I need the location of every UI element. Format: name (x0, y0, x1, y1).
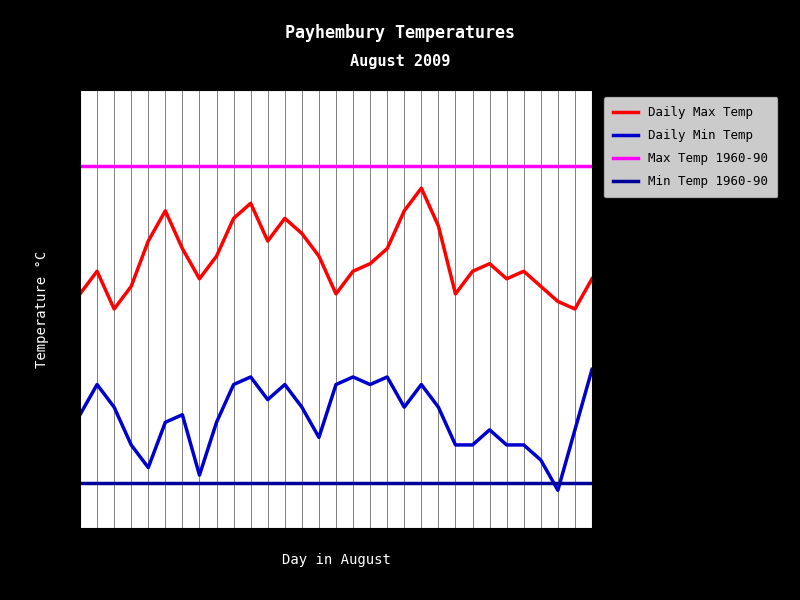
Daily Min Temp (331, 381, 341, 388)
Daily Min Temp (450, 442, 460, 449)
Y-axis label: Temperature °C: Temperature °C (35, 250, 49, 368)
Daily Min Temp (126, 442, 136, 449)
Daily Max Temp (178, 245, 187, 252)
Daily Max Temp (331, 290, 341, 298)
Daily Min Temp (75, 411, 85, 418)
Max Temp 1960-90 (58, 162, 68, 169)
Daily Min Temp (348, 373, 358, 380)
Daily Max Temp (417, 185, 426, 192)
Daily Max Temp (297, 230, 306, 237)
Daily Max Temp (485, 260, 494, 267)
Daily Min Temp (92, 381, 102, 388)
Daily Min Temp (536, 457, 546, 464)
Daily Max Temp (382, 245, 392, 252)
Daily Max Temp (161, 207, 170, 214)
Daily Min Temp (314, 434, 324, 441)
Daily Max Temp (570, 305, 580, 313)
Daily Min Temp (246, 373, 255, 380)
Daily Min Temp (417, 381, 426, 388)
Daily Max Temp (348, 268, 358, 275)
Text: August 2009: August 2009 (350, 54, 450, 69)
Daily Min Temp (468, 442, 478, 449)
Daily Min Temp (587, 366, 597, 373)
Daily Min Temp (229, 381, 238, 388)
Daily Min Temp (178, 411, 187, 418)
Daily Min Temp (263, 396, 273, 403)
Daily Max Temp (519, 268, 529, 275)
Daily Max Temp (246, 200, 255, 207)
Daily Max Temp (553, 298, 562, 305)
Daily Max Temp (75, 290, 85, 298)
Daily Min Temp (194, 472, 204, 479)
Daily Max Temp (502, 275, 511, 283)
Daily Max Temp (143, 238, 153, 245)
Daily Max Temp (366, 260, 375, 267)
Daily Min Temp (553, 487, 562, 494)
Daily Max Temp (536, 283, 546, 290)
Daily Max Temp (263, 238, 273, 245)
Daily Min Temp (110, 404, 119, 411)
Daily Max Temp (450, 290, 460, 298)
Daily Min Temp (161, 419, 170, 426)
Daily Max Temp (587, 275, 597, 283)
Line: Daily Max Temp: Daily Max Temp (80, 188, 592, 309)
Daily Max Temp (110, 305, 119, 313)
X-axis label: Day in August: Day in August (282, 553, 390, 567)
Daily Min Temp (143, 464, 153, 471)
Daily Min Temp (280, 381, 290, 388)
Daily Max Temp (92, 268, 102, 275)
Daily Min Temp (485, 426, 494, 433)
Min Temp 1960-90 (58, 479, 68, 486)
Daily Min Temp (434, 404, 443, 411)
Legend: Daily Max Temp, Daily Min Temp, Max Temp 1960-90, Min Temp 1960-90: Daily Max Temp, Daily Min Temp, Max Temp… (603, 96, 778, 198)
Daily Max Temp (314, 253, 324, 260)
Daily Min Temp (366, 381, 375, 388)
Daily Min Temp (502, 442, 511, 449)
Daily Max Temp (434, 223, 443, 230)
Daily Max Temp (280, 215, 290, 222)
Daily Max Temp (399, 207, 409, 214)
Daily Min Temp (570, 426, 580, 433)
Daily Max Temp (468, 268, 478, 275)
Text: Payhembury Temperatures: Payhembury Temperatures (285, 24, 515, 42)
Daily Min Temp (399, 404, 409, 411)
Daily Min Temp (382, 373, 392, 380)
Min Temp 1960-90 (75, 479, 85, 486)
Daily Min Temp (212, 419, 222, 426)
Daily Max Temp (194, 275, 204, 283)
Daily Min Temp (297, 404, 306, 411)
Line: Daily Min Temp: Daily Min Temp (80, 370, 592, 490)
Max Temp 1960-90 (75, 162, 85, 169)
Daily Max Temp (229, 215, 238, 222)
Daily Max Temp (126, 283, 136, 290)
Daily Max Temp (212, 253, 222, 260)
Daily Min Temp (519, 442, 529, 449)
